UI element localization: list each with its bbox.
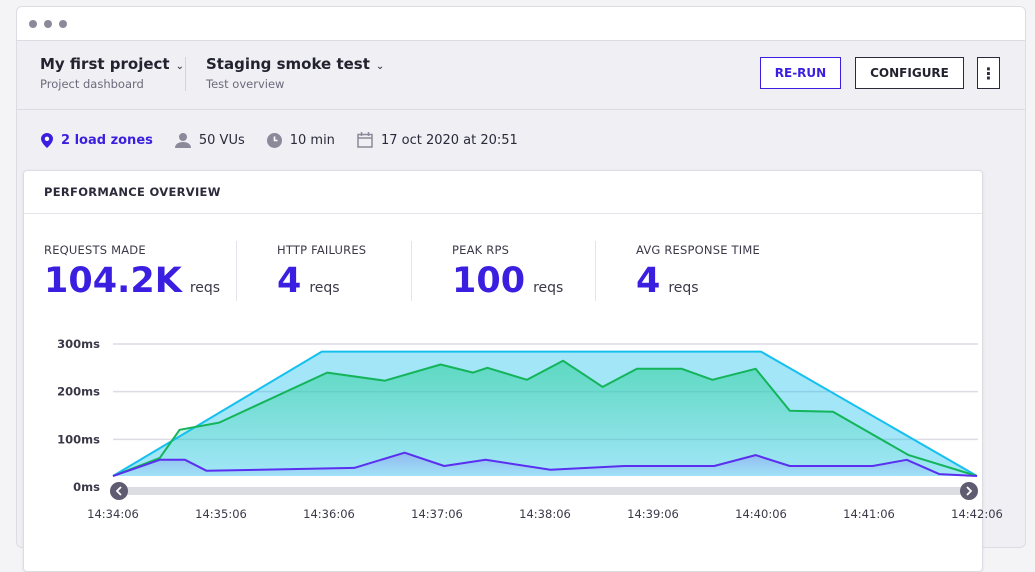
calendar-icon [357, 132, 373, 148]
stat-unit: reqs [533, 280, 564, 296]
vus-label: 50 VUs [198, 132, 245, 148]
x-tick-label: 14:41:06 [843, 507, 895, 521]
scroll-right-button[interactable] [960, 482, 978, 500]
scroll-left-button[interactable] [110, 482, 128, 500]
chevron-right-icon [966, 486, 973, 496]
x-tick-label: 14:34:06 [87, 507, 139, 521]
chevron-left-icon [115, 486, 122, 496]
series-line-virtual-users [112, 350, 978, 477]
x-tick-label: 14:35:06 [195, 507, 247, 521]
performance-chart: 0ms 100ms 200ms 300ms 14:34:06 14:35:06 14:36:… [57, 337, 1003, 521]
stat-unit: reqs [309, 280, 340, 296]
stat-value: 4 [277, 261, 302, 301]
divider [595, 241, 596, 301]
chevron-down-icon: ⌄ [175, 61, 184, 72]
page-header: My first project ⌄ Project dashboard Stag… [17, 41, 1025, 110]
duration-label: 10 min [289, 132, 335, 148]
stat-unit: reqs [668, 280, 699, 296]
stat-value: 104.2K [44, 261, 182, 301]
stat-label: REQUESTS MADE [44, 243, 146, 257]
y-tick-label: 0ms [73, 480, 100, 494]
load-zones-label: 2 load zones [61, 132, 153, 148]
project-selector[interactable]: My first project ⌄ Project dashboard [40, 55, 184, 91]
divider [411, 241, 412, 301]
window-dot [44, 19, 52, 28]
stat-label: PEAK RPS [452, 243, 510, 257]
user-icon [174, 132, 191, 148]
x-tick-label: 14:42:06 [951, 507, 1003, 521]
stat-avg-response: AVG RESPONSE TIME 4 reqs [636, 243, 760, 301]
y-tick-label: 200ms [57, 385, 100, 399]
kebab-menu-icon: ⋮ [980, 63, 997, 83]
y-tick-label: 300ms [57, 337, 100, 351]
test-name: Staging smoke test [206, 55, 370, 73]
project-subtitle: Project dashboard [40, 77, 144, 91]
stat-unit: reqs [189, 280, 221, 296]
series-area-1 [113, 360, 977, 477]
x-tick-label: 14:39:06 [627, 507, 679, 521]
chart-scrollbar[interactable] [118, 487, 970, 495]
y-tick-label: 100ms [57, 432, 100, 446]
divider [185, 57, 186, 91]
performance-overview-card: PERFORMANCE OVERVIEW REQUESTS MADE 104.2K… [23, 170, 983, 572]
stat-label: AVG RESPONSE TIME [636, 243, 760, 257]
window-dot [59, 19, 67, 28]
test-selector[interactable]: Staging smoke test ⌄ Test overview [206, 55, 384, 91]
x-tick-label: 14:37:06 [411, 507, 463, 521]
x-tick-label: 14:38:06 [519, 507, 571, 521]
chevron-down-icon: ⌄ [375, 61, 385, 72]
stat-value: 4 [636, 261, 661, 301]
rerun-button[interactable]: RE-RUN [760, 57, 841, 89]
more-options-button[interactable]: ⋮ [977, 57, 1000, 89]
test-meta: 2 load zones 50 VUs 10 min 17 oct 2020 a… [17, 110, 1025, 170]
x-tick-label: 14:40:06 [735, 507, 787, 521]
load-zones-link[interactable]: 2 load zones [41, 132, 153, 148]
date-label: 17 oct 2020 at 20:51 [380, 132, 518, 148]
divider [236, 241, 237, 301]
stat-failures: HTTP FAILURES 4 reqs [277, 243, 366, 301]
card-title: PERFORMANCE OVERVIEW [24, 171, 982, 214]
clock-icon [266, 132, 282, 148]
series-line-request-rate [112, 359, 978, 477]
series-area-2 [113, 452, 977, 477]
project-name: My first project [40, 55, 170, 73]
stat-peak-rps: PEAK RPS 100 reqs [452, 243, 563, 301]
stat-label: HTTP FAILURES [277, 243, 367, 257]
location-pin-icon [41, 132, 53, 148]
test-subtitle: Test overview [206, 77, 285, 91]
configure-button[interactable]: CONFIGURE [855, 57, 964, 89]
series-line-response-time [112, 451, 978, 477]
title-bar [17, 7, 1025, 41]
stat-value: 100 [452, 261, 526, 301]
stat-requests: REQUESTS MADE 104.2K reqs [44, 243, 220, 301]
window-dot [29, 19, 37, 28]
x-tick-label: 14:36:06 [303, 507, 355, 521]
